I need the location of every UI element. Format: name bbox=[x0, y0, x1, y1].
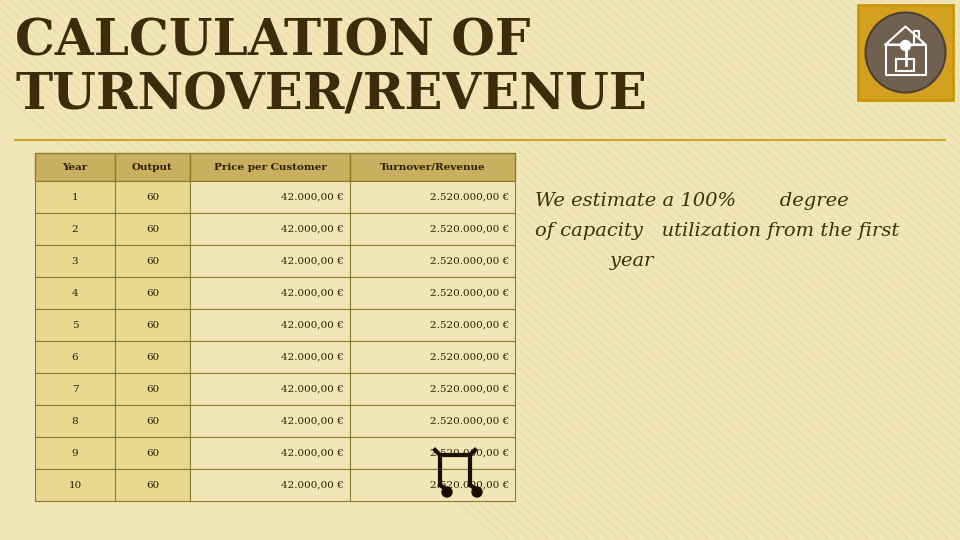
Circle shape bbox=[442, 487, 452, 497]
Circle shape bbox=[900, 40, 910, 51]
Bar bbox=[115, 405, 190, 437]
Text: 2.520.000,00 €: 2.520.000,00 € bbox=[430, 225, 509, 233]
Text: 8: 8 bbox=[72, 416, 79, 426]
Text: 2.520.000,00 €: 2.520.000,00 € bbox=[430, 384, 509, 394]
Text: 2: 2 bbox=[72, 225, 79, 233]
Bar bbox=[190, 437, 350, 469]
Bar bbox=[35, 437, 115, 469]
Text: 3: 3 bbox=[72, 256, 79, 266]
Text: 60: 60 bbox=[146, 321, 159, 329]
Bar bbox=[115, 277, 190, 309]
Text: We estimate a 100%       degree: We estimate a 100% degree bbox=[535, 192, 849, 210]
Bar bbox=[190, 181, 350, 213]
Bar bbox=[35, 245, 115, 277]
Bar bbox=[350, 309, 515, 341]
Text: 7: 7 bbox=[72, 384, 79, 394]
Text: Year: Year bbox=[62, 163, 87, 172]
Bar bbox=[35, 277, 115, 309]
Bar bbox=[190, 309, 350, 341]
Text: 42.000,00 €: 42.000,00 € bbox=[281, 256, 344, 266]
Text: Turnover/Revenue: Turnover/Revenue bbox=[380, 163, 486, 172]
Text: 2.520.000,00 €: 2.520.000,00 € bbox=[430, 416, 509, 426]
Text: 9: 9 bbox=[72, 449, 79, 457]
Text: 60: 60 bbox=[146, 192, 159, 201]
Bar bbox=[858, 5, 953, 100]
Bar bbox=[350, 277, 515, 309]
Bar bbox=[190, 341, 350, 373]
Text: 10: 10 bbox=[68, 481, 82, 489]
Text: 42.000,00 €: 42.000,00 € bbox=[281, 416, 344, 426]
Text: Output: Output bbox=[132, 163, 173, 172]
Text: 42.000,00 €: 42.000,00 € bbox=[281, 192, 344, 201]
Text: 2.520.000,00 €: 2.520.000,00 € bbox=[430, 353, 509, 361]
Bar bbox=[350, 469, 515, 501]
Text: of capacity   utilization from the first: of capacity utilization from the first bbox=[535, 222, 900, 240]
Bar bbox=[115, 181, 190, 213]
Bar bbox=[115, 341, 190, 373]
Text: 60: 60 bbox=[146, 288, 159, 298]
Bar bbox=[115, 153, 190, 181]
Text: 42.000,00 €: 42.000,00 € bbox=[281, 225, 344, 233]
Bar bbox=[35, 181, 115, 213]
Text: 2.520.000,00 €: 2.520.000,00 € bbox=[430, 192, 509, 201]
Bar bbox=[350, 181, 515, 213]
Bar bbox=[35, 213, 115, 245]
Text: 2.520.000,00 €: 2.520.000,00 € bbox=[430, 256, 509, 266]
Bar bbox=[115, 213, 190, 245]
Text: 2.520.000,00 €: 2.520.000,00 € bbox=[430, 321, 509, 329]
Bar bbox=[190, 153, 350, 181]
Text: 60: 60 bbox=[146, 416, 159, 426]
Text: Price per Customer: Price per Customer bbox=[213, 163, 326, 172]
Bar bbox=[115, 469, 190, 501]
Text: 1: 1 bbox=[72, 192, 79, 201]
Bar bbox=[350, 153, 515, 181]
Bar bbox=[190, 373, 350, 405]
Bar bbox=[190, 469, 350, 501]
Text: 42.000,00 €: 42.000,00 € bbox=[281, 288, 344, 298]
Bar bbox=[190, 245, 350, 277]
Bar bbox=[350, 405, 515, 437]
Bar bbox=[115, 245, 190, 277]
Bar bbox=[350, 245, 515, 277]
Text: 5: 5 bbox=[72, 321, 79, 329]
Text: 2.520.000,00 €: 2.520.000,00 € bbox=[430, 288, 509, 298]
Text: 42.000,00 €: 42.000,00 € bbox=[281, 449, 344, 457]
Bar bbox=[115, 373, 190, 405]
Bar bbox=[350, 341, 515, 373]
Bar bbox=[190, 277, 350, 309]
Text: 60: 60 bbox=[146, 449, 159, 457]
Bar bbox=[35, 405, 115, 437]
Text: 60: 60 bbox=[146, 384, 159, 394]
Bar bbox=[35, 341, 115, 373]
Text: 4: 4 bbox=[72, 288, 79, 298]
Bar bbox=[115, 309, 190, 341]
Text: 42.000,00 €: 42.000,00 € bbox=[281, 481, 344, 489]
Text: 42.000,00 €: 42.000,00 € bbox=[281, 384, 344, 394]
Text: 42.000,00 €: 42.000,00 € bbox=[281, 321, 344, 329]
Bar bbox=[350, 437, 515, 469]
Bar bbox=[35, 309, 115, 341]
Text: 42.000,00 €: 42.000,00 € bbox=[281, 353, 344, 361]
Bar bbox=[190, 405, 350, 437]
Bar bbox=[115, 437, 190, 469]
Bar bbox=[35, 373, 115, 405]
Text: 6: 6 bbox=[72, 353, 79, 361]
Text: 2.520.000,00 €: 2.520.000,00 € bbox=[430, 481, 509, 489]
Bar bbox=[35, 469, 115, 501]
Text: 2.520.000,00 €: 2.520.000,00 € bbox=[430, 449, 509, 457]
Text: 60: 60 bbox=[146, 481, 159, 489]
Circle shape bbox=[866, 12, 946, 92]
Text: year: year bbox=[535, 252, 654, 270]
Text: 60: 60 bbox=[146, 225, 159, 233]
Text: CALCULATION OF: CALCULATION OF bbox=[15, 18, 530, 67]
Text: 60: 60 bbox=[146, 353, 159, 361]
Text: 60: 60 bbox=[146, 256, 159, 266]
Circle shape bbox=[472, 487, 482, 497]
Bar bbox=[350, 373, 515, 405]
Text: TURNOVER/REVENUE: TURNOVER/REVENUE bbox=[15, 72, 647, 121]
Bar bbox=[190, 213, 350, 245]
Bar bbox=[350, 213, 515, 245]
Bar bbox=[35, 153, 115, 181]
